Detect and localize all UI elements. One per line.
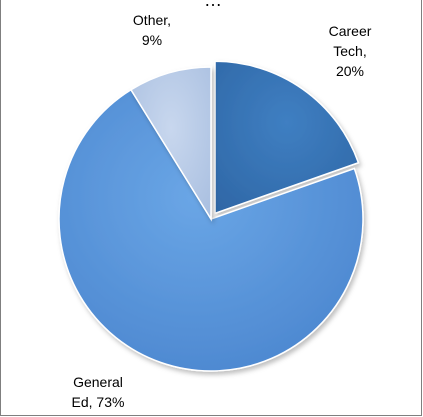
pie-slice-0 [214,60,360,215]
pie-slice-1 [58,88,364,372]
pie-slice-label-line: Other, [133,12,171,28]
pie-slice-label-line: Ed, 73% [72,394,125,410]
pie-slice-2 [129,66,212,222]
pie-slice-label-line: 9% [142,32,162,48]
pie-slice-label-line: General [73,374,123,390]
pie-slice-label-1: General Ed, 73% [72,374,125,410]
pie-slice-label-0: Career Tech, 20% [329,23,372,79]
pie-slice-label-line: Tech, [333,43,366,59]
pie-slice-label-line: 20% [336,63,364,79]
pie-slice-label-2: Other, 9% [133,12,171,48]
chart-title: … [204,0,222,10]
pie-slice-label-line: Career [329,23,372,39]
